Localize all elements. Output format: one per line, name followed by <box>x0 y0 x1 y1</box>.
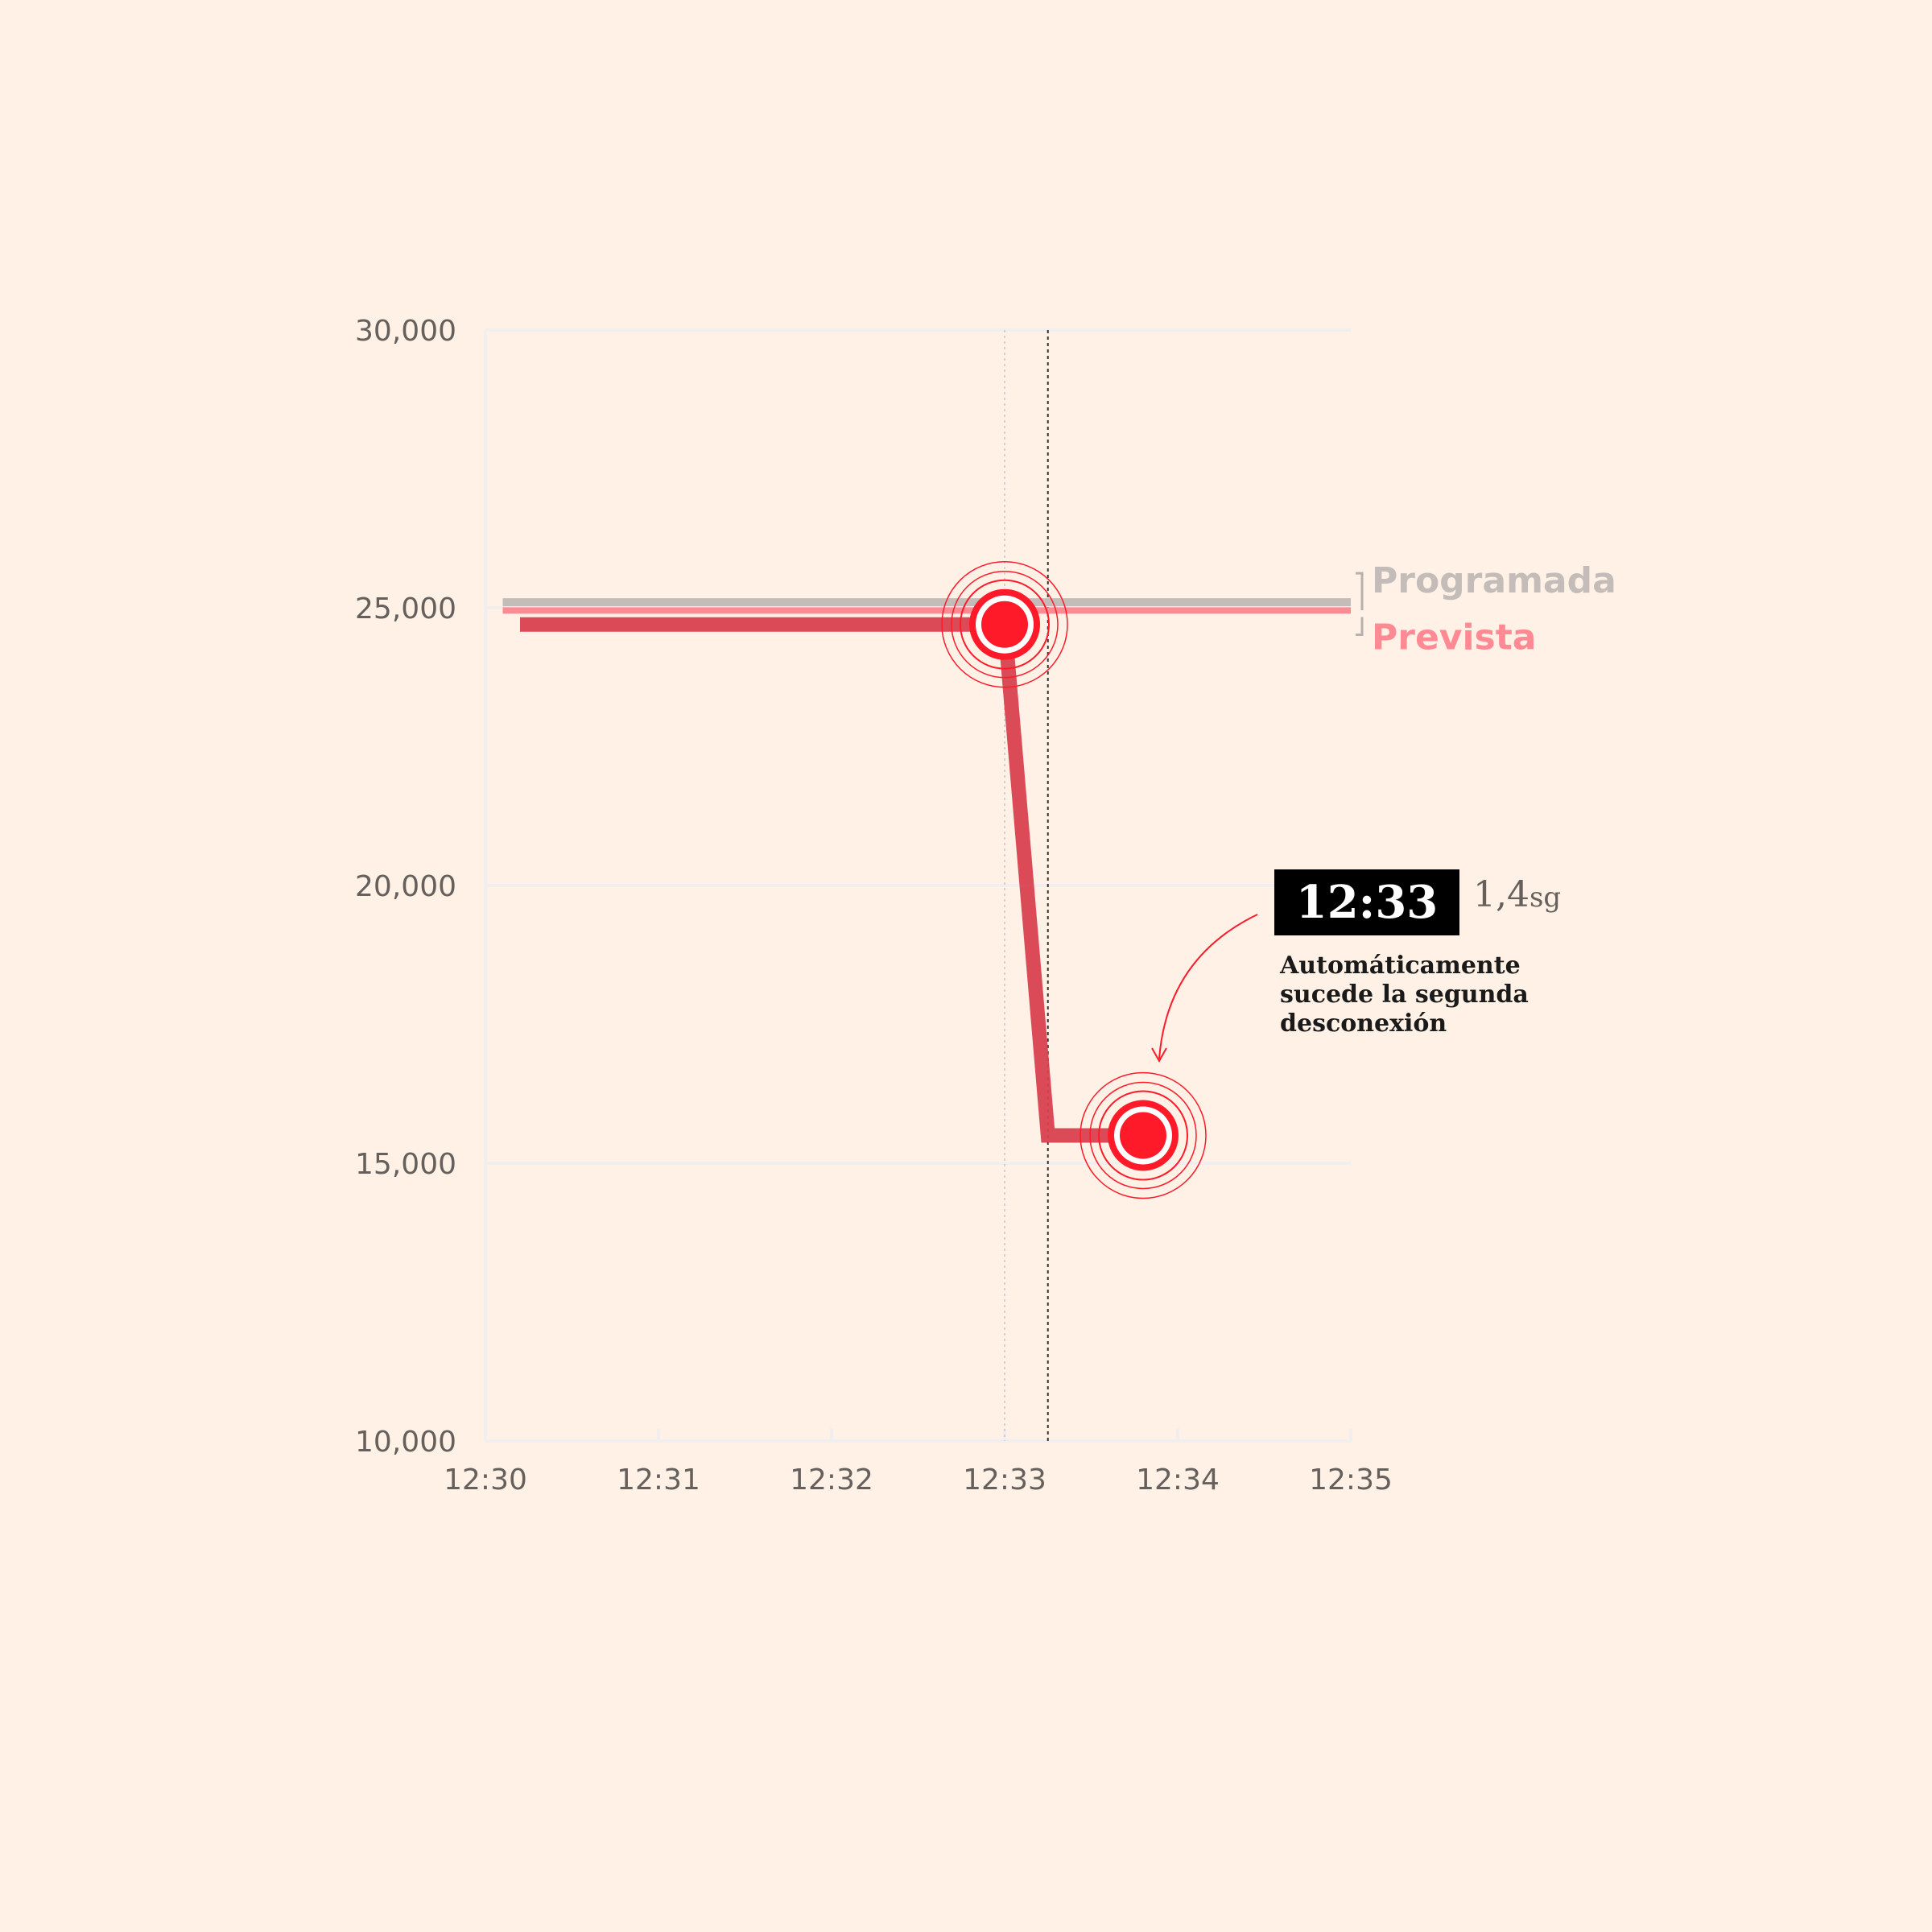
duration-value: 1,4 <box>1473 874 1530 915</box>
annotation-time: 12:33 <box>1296 876 1439 929</box>
marker-ring <box>1080 1071 1207 1199</box>
y-tick-label: 30,000 <box>355 315 456 348</box>
marker-ring <box>941 560 1068 688</box>
annotation: 12:33 1,4sg Automáticamente sucede la se… <box>1151 869 1561 1063</box>
y-tick-label: 20,000 <box>355 870 456 903</box>
marker-ring <box>1089 1081 1197 1190</box>
series <box>502 598 1351 1143</box>
x-tick-label: 12:35 <box>1309 1463 1393 1496</box>
x-tick-label: 12:30 <box>444 1463 527 1496</box>
x-tick-label: 12:34 <box>1136 1463 1220 1496</box>
x-tick-label: 12:32 <box>790 1463 873 1496</box>
axes: 10,000 15,000 20,000 25,000 30,000 12:30 12:31… <box>355 315 1393 1496</box>
grid <box>485 328 1351 1443</box>
annotation-line-2: sucede la segunda <box>1280 980 1529 1009</box>
y-tick-label: 15,000 <box>355 1148 456 1181</box>
marker-dot <box>981 601 1028 648</box>
marker-ring <box>960 579 1050 670</box>
marker-ring <box>1098 1090 1188 1181</box>
annotation-arrowhead <box>1151 1047 1167 1063</box>
series-line <box>520 617 1143 1143</box>
legend-bracket <box>1356 572 1364 636</box>
marker-dot <box>1120 1112 1166 1159</box>
legend-label-programada: Programada <box>1372 560 1616 601</box>
duration-unit: sg <box>1530 881 1561 914</box>
marker-ring <box>951 570 1059 679</box>
annotation-arrow <box>1158 914 1258 1059</box>
legend: Programada Prevista <box>1356 560 1616 658</box>
reference-lines <box>1004 330 1049 1441</box>
time-box-background <box>1274 869 1459 935</box>
markers <box>941 560 1207 1199</box>
legend-label-prevista: Prevista <box>1372 617 1536 658</box>
x-tick-label: 12:31 <box>617 1463 700 1496</box>
y-tick-label: 25,000 <box>355 592 456 625</box>
annotation-line-1: Automáticamente <box>1279 952 1521 980</box>
annotation-line-3: desconexión <box>1280 1009 1447 1038</box>
y-tick-label: 10,000 <box>355 1426 456 1459</box>
x-tick-label: 12:33 <box>963 1463 1046 1496</box>
annotation-duration: 1,4sg <box>1473 874 1561 915</box>
